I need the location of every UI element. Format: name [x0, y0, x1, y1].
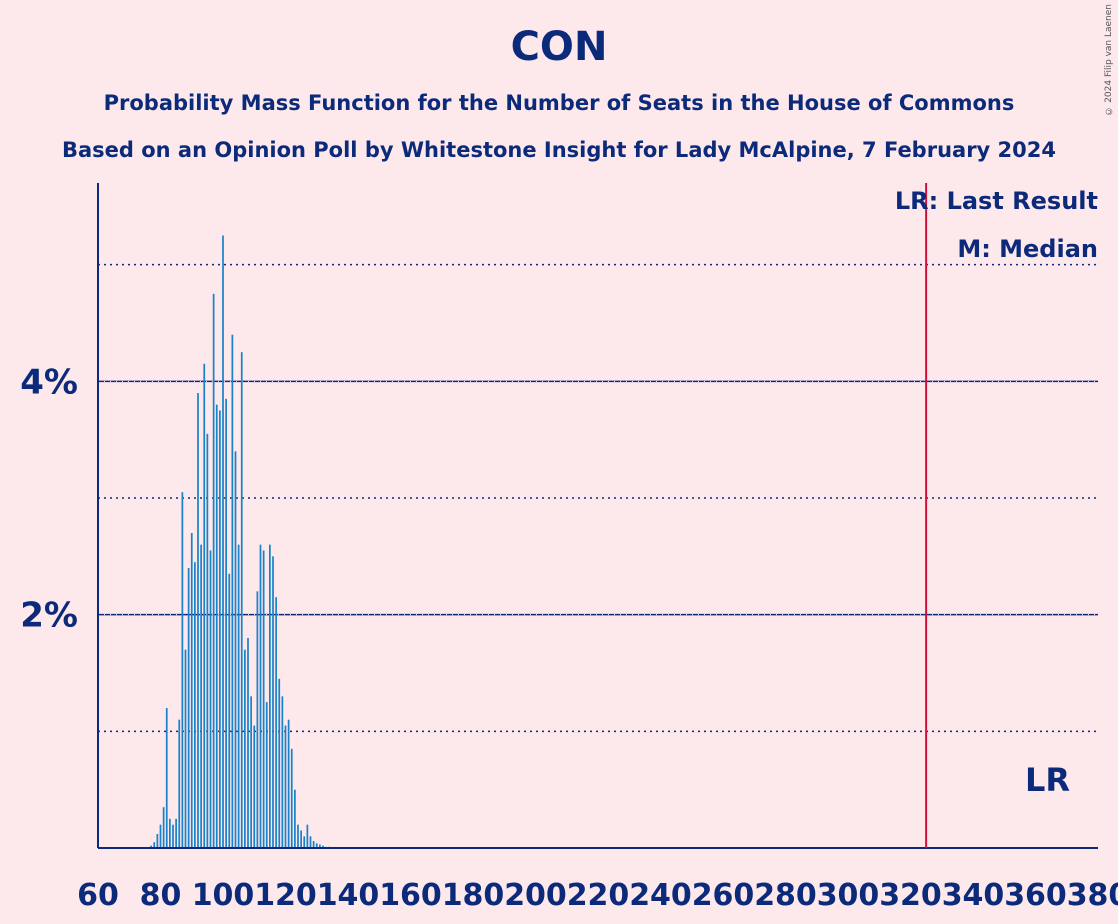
pmf-bar	[315, 843, 318, 848]
y-tick-label: 2%	[20, 596, 78, 636]
pmf-bar	[253, 725, 256, 848]
x-tick-label: 220	[567, 878, 630, 913]
pmf-bar	[194, 562, 196, 848]
pmf-bar	[309, 836, 312, 848]
chart-source: Based on an Opinion Poll by Whitestone I…	[61, 138, 1056, 162]
pmf-bar	[187, 568, 190, 848]
pmf-bar	[159, 824, 162, 848]
x-tick-label: 340	[942, 878, 1005, 913]
pmf-bar	[200, 544, 202, 848]
pmf-bar	[165, 708, 168, 848]
x-tick-label: 80	[140, 878, 182, 913]
x-tick-label: 140	[317, 878, 380, 913]
pmf-bar	[181, 492, 184, 848]
pmf-bar	[281, 696, 284, 848]
legend-median: M: Median	[957, 235, 1098, 263]
pmf-bar	[222, 235, 224, 848]
pmf-bar	[175, 818, 177, 848]
pmf-bar	[262, 550, 265, 848]
pmf-bar	[206, 433, 209, 848]
pmf-bar	[275, 597, 277, 848]
pmf-bar	[228, 573, 231, 848]
pmf-bar	[269, 544, 271, 848]
chart-subtitle: Probability Mass Function for the Number…	[103, 91, 1015, 115]
pmf-bar	[297, 824, 299, 848]
pmf-bar	[247, 638, 249, 848]
pmf-bar	[153, 842, 156, 848]
legend-last-result: LR: Last Result	[895, 187, 1098, 215]
pmf-bar	[234, 451, 237, 848]
x-tick-label: 180	[442, 878, 505, 913]
pmf-bar	[250, 696, 252, 848]
pmf-bar	[162, 807, 165, 848]
pmf-bar	[322, 845, 324, 848]
pmf-bar	[190, 533, 193, 848]
pmf-bar	[172, 824, 174, 848]
pmf-bar	[150, 845, 152, 848]
pmf-bar	[287, 719, 290, 848]
pmf-bar	[212, 293, 215, 848]
pmf-bar	[278, 678, 281, 848]
pmf-bar	[265, 702, 268, 848]
chart-title: CON	[510, 24, 608, 70]
x-tick-label: 300	[817, 878, 880, 913]
x-tick-label: 120	[254, 878, 317, 913]
pmf-bar	[300, 830, 302, 848]
x-tick-label: 280	[754, 878, 817, 913]
pmf-bar	[240, 352, 243, 848]
pmf-bar	[294, 789, 296, 848]
pmf-bar	[290, 748, 293, 848]
pmf-bar	[319, 844, 321, 848]
pmf-bar	[303, 836, 306, 848]
x-tick-label: 360	[1004, 878, 1067, 913]
pmf-bar	[272, 556, 274, 848]
x-tick-label: 320	[879, 878, 942, 913]
x-tick-label: 240	[629, 878, 692, 913]
pmf-bar	[244, 649, 246, 848]
pmf-bar	[256, 591, 259, 848]
x-tick-label: 380	[1067, 878, 1118, 913]
y-tick-label: 4%	[20, 362, 78, 402]
pmf-bar	[237, 544, 240, 848]
pmf-bar	[259, 544, 262, 848]
x-tick-label: 160	[379, 878, 442, 913]
pmf-bar	[306, 824, 309, 848]
pmf-bar	[231, 334, 234, 849]
pmf-bar	[197, 393, 199, 848]
x-tick-label: 260	[692, 878, 755, 913]
pmf-bar	[156, 834, 159, 848]
pmf-bar	[284, 725, 287, 848]
pmf-bar	[209, 550, 212, 848]
pmf-bar	[184, 649, 187, 848]
lr-marker-label: LR	[1025, 761, 1070, 799]
pmf-bar	[203, 363, 206, 848]
pmf-bar	[215, 404, 218, 848]
x-tick-label: 100	[192, 878, 255, 913]
pmf-bar	[169, 818, 171, 848]
x-tick-label: 200	[504, 878, 567, 913]
pmf-bar	[219, 410, 221, 848]
pmf-bar	[312, 841, 315, 848]
x-tick-label: 60	[77, 878, 119, 913]
pmf-bar	[225, 398, 227, 848]
pmf-bar	[178, 719, 181, 848]
